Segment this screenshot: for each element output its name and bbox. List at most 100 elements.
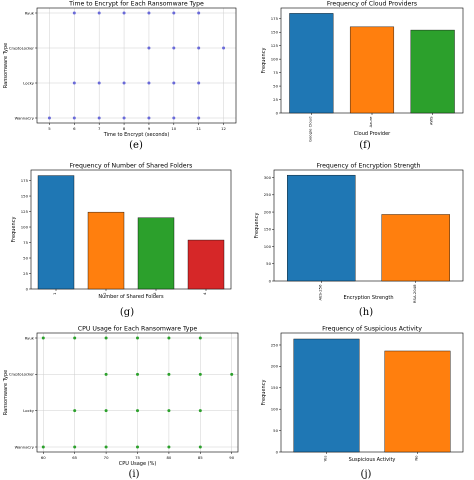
x-tick-label: 1	[52, 292, 57, 295]
x-tick-label: 70	[104, 455, 109, 460]
x-tick-label: Azure	[368, 116, 373, 127]
chart-panel-i: CPU Usage for Each Ransomware Type 60 65 70…	[3, 326, 239, 480]
y-axis-label: Ransomware Type	[3, 370, 9, 415]
y-tick-label: 100	[264, 244, 272, 249]
x-tick-label: Yes	[323, 455, 328, 461]
scatter-point	[230, 372, 234, 376]
scatter-point	[198, 445, 202, 449]
plot-frame	[36, 332, 239, 453]
scatter-point	[172, 46, 176, 50]
bar	[384, 350, 451, 453]
scatter-point	[172, 11, 176, 15]
scatter-point	[197, 81, 201, 85]
y-tick-label: 150	[271, 385, 279, 390]
x-axis-label: Cloud Provider	[354, 131, 391, 137]
bar	[381, 214, 450, 282]
y-tick-label: 0	[276, 110, 279, 115]
chart-panel-f: Frequency of Cloud Providers Google Cloud…	[261, 1, 464, 151]
bar	[349, 26, 395, 114]
scatter-point	[147, 116, 151, 120]
bar	[289, 13, 334, 114]
x-tick-label: 75	[135, 455, 140, 460]
y-tick-label: 150	[264, 227, 272, 232]
x-tick-label: AWS	[429, 116, 434, 125]
y-tick-label: 0	[26, 286, 29, 291]
x-tick-label: 10	[171, 126, 176, 131]
x-tick-label: 5	[48, 126, 51, 131]
scatter-point	[136, 409, 139, 413]
panel-label: (e)	[129, 140, 143, 151]
plot-frame	[36, 7, 237, 124]
panel-label: (j)	[361, 469, 372, 480]
scatter-point	[104, 336, 108, 340]
x-tick-label: 9	[148, 126, 151, 131]
y-axis-label: Frequency	[261, 48, 267, 74]
scatter-point	[172, 116, 176, 120]
scatter-point	[97, 81, 101, 85]
scatter-point	[136, 336, 139, 340]
chart-panel-g: Frequency of Number of Shared Folders 1 2 3…	[11, 163, 232, 318]
y-tick-label: 125	[271, 43, 279, 48]
x-tick-label: 90	[229, 455, 234, 460]
scatter-point	[197, 116, 201, 120]
x-tick-label: 85	[198, 455, 203, 460]
panel-label: (g)	[120, 307, 134, 318]
x-tick-label: 60	[41, 455, 46, 460]
x-tick-label: 11	[196, 126, 201, 131]
x-tick-label: 6	[73, 126, 76, 131]
x-tick-label: No	[414, 455, 419, 461]
scatter-point	[73, 445, 77, 449]
y-tick-label: 100	[21, 224, 29, 229]
y-tick-label: 0	[269, 278, 272, 283]
bar	[87, 211, 125, 290]
scatter-point	[122, 116, 126, 120]
panel-label: (i)	[128, 469, 139, 480]
scatter-point	[122, 11, 126, 15]
y-tick-label: WannaCry	[15, 444, 35, 449]
scatter-point	[198, 336, 202, 340]
x-tick-label: 3	[152, 292, 157, 295]
scatter-point	[73, 336, 77, 340]
panel-label: (f)	[359, 140, 371, 151]
scatter-point	[222, 46, 226, 50]
chart-panel-j: Frequency of Suspicious Activity Yes No 0 50…	[261, 326, 464, 480]
scatter-point	[136, 372, 139, 376]
chart-title: Frequency of Encryption Strength	[317, 163, 421, 170]
y-tick-label: 50	[273, 83, 278, 88]
scatter-point	[147, 11, 151, 15]
y-tick-label: Ryuk	[25, 10, 35, 15]
scatter-point	[147, 81, 151, 85]
scatter-point	[41, 336, 45, 340]
y-tick-label: 0	[276, 449, 279, 454]
x-axis-label: Encryption Strength	[343, 295, 393, 301]
y-axis-label: Frequency	[11, 217, 17, 243]
plot-frame	[273, 169, 464, 282]
scatter-point	[97, 116, 101, 120]
y-tick-label: Locky	[23, 408, 35, 413]
scatter-point	[104, 372, 108, 376]
x-axis-label: Suspicious Activity	[349, 457, 396, 463]
y-tick-label: 50	[273, 428, 278, 433]
scatter-point	[104, 445, 108, 449]
y-tick-label: Ryuk	[25, 335, 35, 340]
y-tick-label: 175	[271, 16, 279, 21]
chart-panel-e: Time to Encrypt for Each Ransomware Type…	[3, 1, 237, 151]
scatter-point	[104, 409, 108, 413]
y-tick-label: 200	[271, 364, 279, 369]
chart-title: Time to Encrypt for Each Ransomware Type	[68, 1, 204, 8]
y-axis-label: Ransomware Type	[3, 43, 9, 88]
chart-title: CPU Usage for Each Ransomware Type	[78, 326, 198, 333]
y-tick-label: 200	[264, 209, 272, 214]
bar	[410, 29, 455, 114]
x-tick-label: 8	[123, 126, 126, 131]
scatter-point	[198, 409, 202, 413]
chart-title: Frequency of Number of Shared Folders	[70, 163, 193, 170]
y-tick-label: 75	[23, 240, 28, 245]
y-tick-label: CryptoLocker	[9, 372, 35, 377]
scatter-point	[172, 81, 176, 85]
bar	[293, 338, 360, 453]
scatter-point	[41, 445, 45, 449]
bar	[187, 239, 225, 290]
scatter-point	[122, 81, 126, 85]
